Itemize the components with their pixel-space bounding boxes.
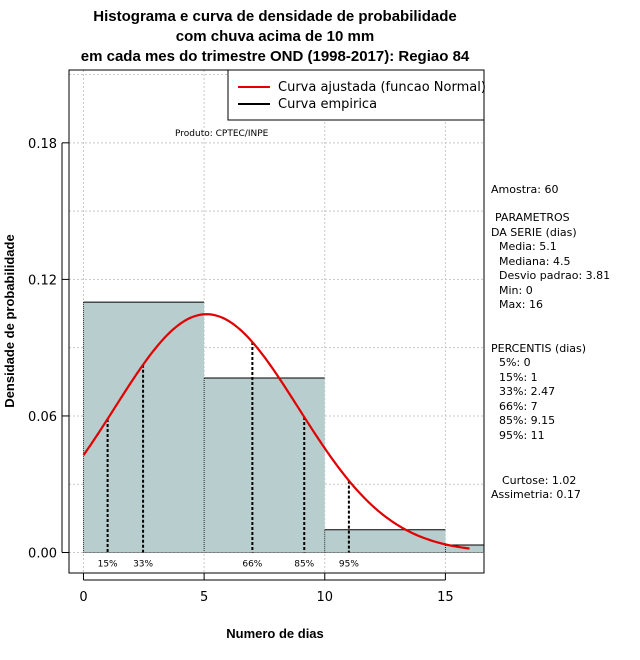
stat-min: Min: 0 [499,284,533,297]
product-annotation: Produto: CPTEC/INPE [175,129,269,139]
stat-p85: 85%: 9.15 [499,414,555,427]
stat-assimetria: Assimetria: 0.17 [491,488,581,501]
chart-title-line-2: com chuva acima de 10 mm [176,28,374,45]
y-axis: 0.00 0.06 0.12 0.18 [28,137,69,562]
x-tick-label-2: 10 [316,590,333,605]
y-tick-label-1: 0.06 [28,410,57,425]
stat-media: Media: 5.1 [499,240,557,253]
percentile-label-0: 15% [98,560,118,570]
x-tick-label-3: 15 [437,590,454,605]
percentile-markers: 15% 33% 66% 85% 95% [98,342,359,570]
stat-percentis-title: PERCENTIS (dias) [491,342,586,355]
legend: Curva ajustada (funcao Normal) Curva emp… [227,69,486,121]
legend-box [227,69,485,121]
x-tick-label-0: 0 [79,590,87,605]
stat-mediana: Mediana: 4.5 [499,255,570,268]
legend-label-fitted: Curva ajustada (funcao Normal) [278,80,486,95]
y-axis-label: Densidade de probabilidade [2,234,17,407]
x-axis: 0 5 10 15 [79,573,454,605]
percentile-label-4: 95% [339,560,359,570]
percentile-label-1: 33% [133,560,153,570]
stats-panel: Amostra: 60 PARAMETROS DA SERIE (dias) M… [491,183,610,501]
legend-label-empirical: Curva empirica [278,97,377,112]
stat-max: Max: 16 [499,298,543,311]
stat-desvio: Desvio padrao: 3.81 [499,269,610,282]
histogram-bar-1 [204,377,325,553]
x-tick-label-1: 5 [200,590,208,605]
stat-p33: 33%: 2.47 [499,385,555,398]
stat-curtose: Curtose: 1.02 [502,474,576,487]
percentile-label-2: 66% [242,560,262,570]
histogram-bar-2 [324,529,446,553]
normal-fit-curve [82,313,470,550]
x-axis-label: Numero de dias [226,626,324,641]
y-tick-label-3: 0.18 [28,137,57,152]
y-tick-label-2: 0.12 [28,273,57,288]
y-tick-label-0: 0.00 [28,547,57,562]
density-curves [82,313,470,550]
stat-p15: 15%: 1 [499,371,538,384]
stat-p66: 66%: 7 [499,400,538,413]
stat-param-title-1: PARAMETROS [495,211,570,224]
stat-p5: 5%: 0 [499,356,531,369]
chart-title-line-1: Histograma e curva de densidade de proba… [93,8,456,25]
chart-title-line-3: em cada mes do trimestre OND (1998-2017)… [81,48,470,65]
stat-param-title-2: DA SERIE (dias) [491,226,577,239]
stat-amostra: Amostra: 60 [491,183,558,196]
percentile-label-3: 85% [294,560,314,570]
stat-p95: 95%: 11 [499,429,545,442]
